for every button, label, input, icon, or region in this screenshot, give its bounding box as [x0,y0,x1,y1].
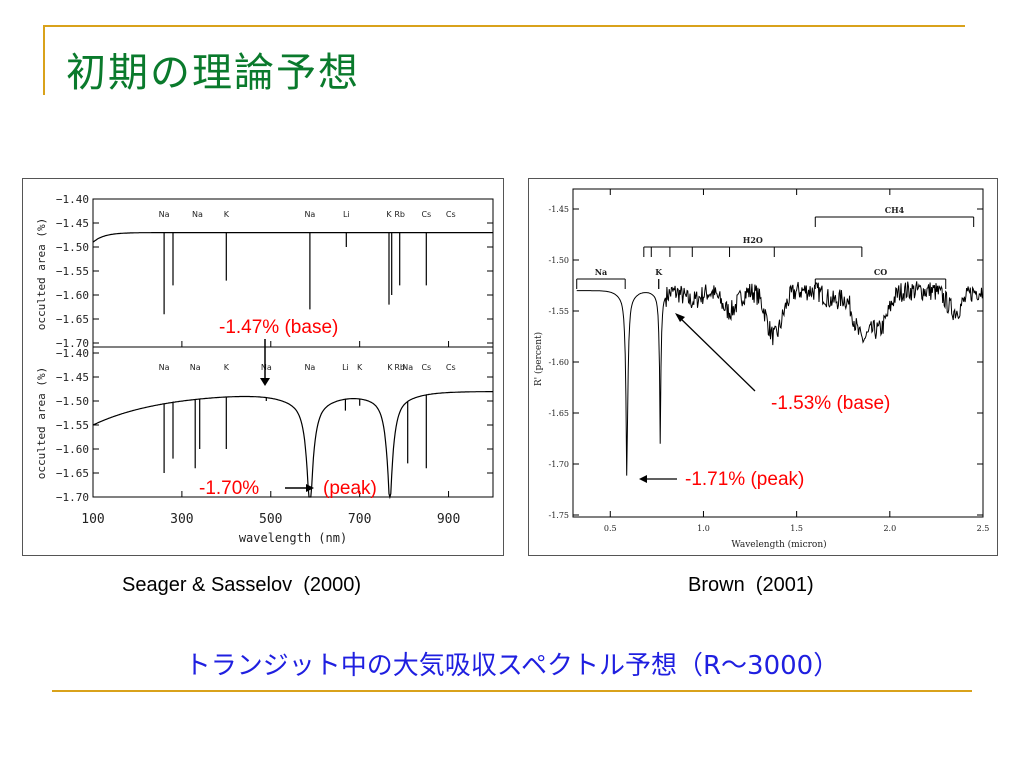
left-top-line-label: K [224,210,230,219]
left-top-ytick-label: −1.40 [56,193,89,206]
band-co-label: CO [874,267,887,277]
left-x-ticks: 100 300 500 700 900 [81,341,460,527]
left-bottom-line-label: Cs [421,363,431,372]
left-bottom-y-ticks: −1.40 −1.45 −1.50 −1.55 −1.60 −1.65 −1.70 [56,347,493,504]
right-ytick-label: -1.55 [548,307,569,316]
left-xtick-label: 900 [437,512,460,527]
left-top-ytick-label: −1.45 [56,217,89,230]
band-k-label: K [655,267,663,277]
slide-subtitle: トランジット中の大気吸収スペクトル予想（R～3000） [184,651,840,681]
left-top-line-labels: Na Na K Na Li K Rb Cs Cs [159,210,456,219]
band-h2o-label: H2O [743,235,763,245]
left-top-line-label: Rb [394,210,405,219]
right-ylabel: R' (percent) [533,332,544,386]
right-x-ticks: 0.5 1.0 1.5 2.0 2.5 [604,189,989,533]
left-bottom-ytick-label: −1.60 [56,443,89,456]
right-xtick-label: 2.0 [883,524,896,533]
left-bottom-ytick-label: −1.50 [56,395,89,408]
left-top-line-label: K [386,210,392,219]
left-bottom-ytick-label: −1.55 [56,419,89,432]
left-top-line-label: Li [343,210,350,219]
left-bottom-spectrum [92,391,493,500]
left-top-y-ticks: −1.40 −1.45 −1.50 −1.55 −1.60 −1.65 −1.70 [56,193,493,350]
slide-title: 初期の理論予想 [66,50,360,96]
bottom-divider [52,690,972,692]
left-top-ytick-label: −1.65 [56,313,89,326]
left-top-line-label: Na [192,210,203,219]
left-peak-arrowhead [306,484,314,492]
left-bottom-line-label: Na [304,363,315,372]
right-xlabel: Wavelength (micron) [731,539,826,550]
left-top-line-label: Cs [421,210,431,219]
right-peak-arrowhead [639,475,647,483]
right-xtick-label: 1.5 [790,524,803,533]
left-annotation-base: -1.47% (base) [219,317,338,338]
right-band-labels: Na K H2O CH4 CO [576,205,975,289]
right-spectrum [576,281,983,476]
left-top-ylabel: occulted area (%) [35,218,48,331]
left-bottom-line-label: Cs [446,363,456,372]
right-ytick-label: -1.60 [548,358,569,367]
left-top-ytick-label: −1.60 [56,289,89,302]
left-top-spectrum [92,232,493,315]
left-xtick-label: 100 [81,512,104,527]
right-frame [572,188,984,518]
left-top-line-label: Na [159,210,170,219]
left-top-ytick-label: −1.55 [56,265,89,278]
left-annotation-peak-label: (peak) [323,478,377,499]
left-xtick-label: 500 [259,512,282,527]
left-chart: −1.40 −1.45 −1.50 −1.55 −1.60 −1.65 −1.70 −1.4… [35,193,494,545]
left-annotation-arrowhead [260,378,270,386]
left-bottom-line-label: Li [342,363,349,372]
left-top-line-label: Na [304,210,315,219]
band-na-label: Na [595,267,608,277]
left-bottom-ytick-label: −1.70 [56,491,89,504]
left-xtick-label: 700 [348,512,371,527]
left-top-line-label: Cs [446,210,456,219]
right-ytick-label: -1.50 [548,256,569,265]
right-ytick-label: -1.70 [548,460,569,469]
top-divider [43,25,965,27]
left-bottom-ytick-label: −1.45 [56,371,89,384]
right-chart: -1.45 -1.50 -1.55 -1.60 -1.65 -1.70 -1.75 0.5 1… [533,188,989,550]
right-ytick-label: -1.65 [548,409,569,418]
band-ch4-label: CH4 [885,205,905,215]
left-figure: −1.40 −1.45 −1.50 −1.55 −1.60 −1.65 −1.70 −1.4… [22,178,504,556]
left-xlabel: wavelength (nm) [239,531,347,545]
left-top-ytick-label: −1.50 [56,241,89,254]
left-bottom-ytick-label: −1.40 [56,347,89,360]
left-xtick-label: 300 [170,512,193,527]
right-xtick-label: 2.5 [977,524,990,533]
left-bottom-line-label: Na [159,363,170,372]
left-bottom-ytick-label: −1.65 [56,467,89,480]
right-figure: -1.45 -1.50 -1.55 -1.60 -1.65 -1.70 -1.75 0.5 1… [528,178,998,556]
right-annotation-peak: -1.71% (peak) [685,469,804,490]
left-top-ytick-label: −1.70 [56,337,89,350]
right-xtick-label: 0.5 [604,524,617,533]
left-bottom-line-label: Na [261,363,272,372]
right-annotation-base: -1.53% (base) [771,393,890,414]
right-ytick-label: -1.45 [548,205,569,214]
left-bottom-line-label: Na [190,363,201,372]
left-bottom-ylabel: occulted area (%) [35,367,48,480]
left-bottom-line-label: K [224,363,230,372]
left-caption: Seager & Sasselov (2000) [122,574,362,596]
left-bottom-line-label: Rb [394,363,405,372]
left-bottom-frame [92,346,494,498]
left-bottom-line-label: Na [402,363,413,372]
left-annotation-peak-value: -1.70% [199,478,259,499]
right-base-arrow [676,314,756,392]
left-bottom-line-label: K [357,363,363,372]
title-accent-bar [43,25,45,95]
right-xtick-label: 1.0 [697,524,710,533]
right-base-arrowhead [675,313,685,322]
left-bottom-line-label: K [387,363,393,372]
right-ytick-label: -1.75 [548,511,569,520]
right-caption: Brown (2001) [688,574,814,596]
right-y-ticks: -1.45 -1.50 -1.55 -1.60 -1.65 -1.70 -1.75 [548,205,983,520]
